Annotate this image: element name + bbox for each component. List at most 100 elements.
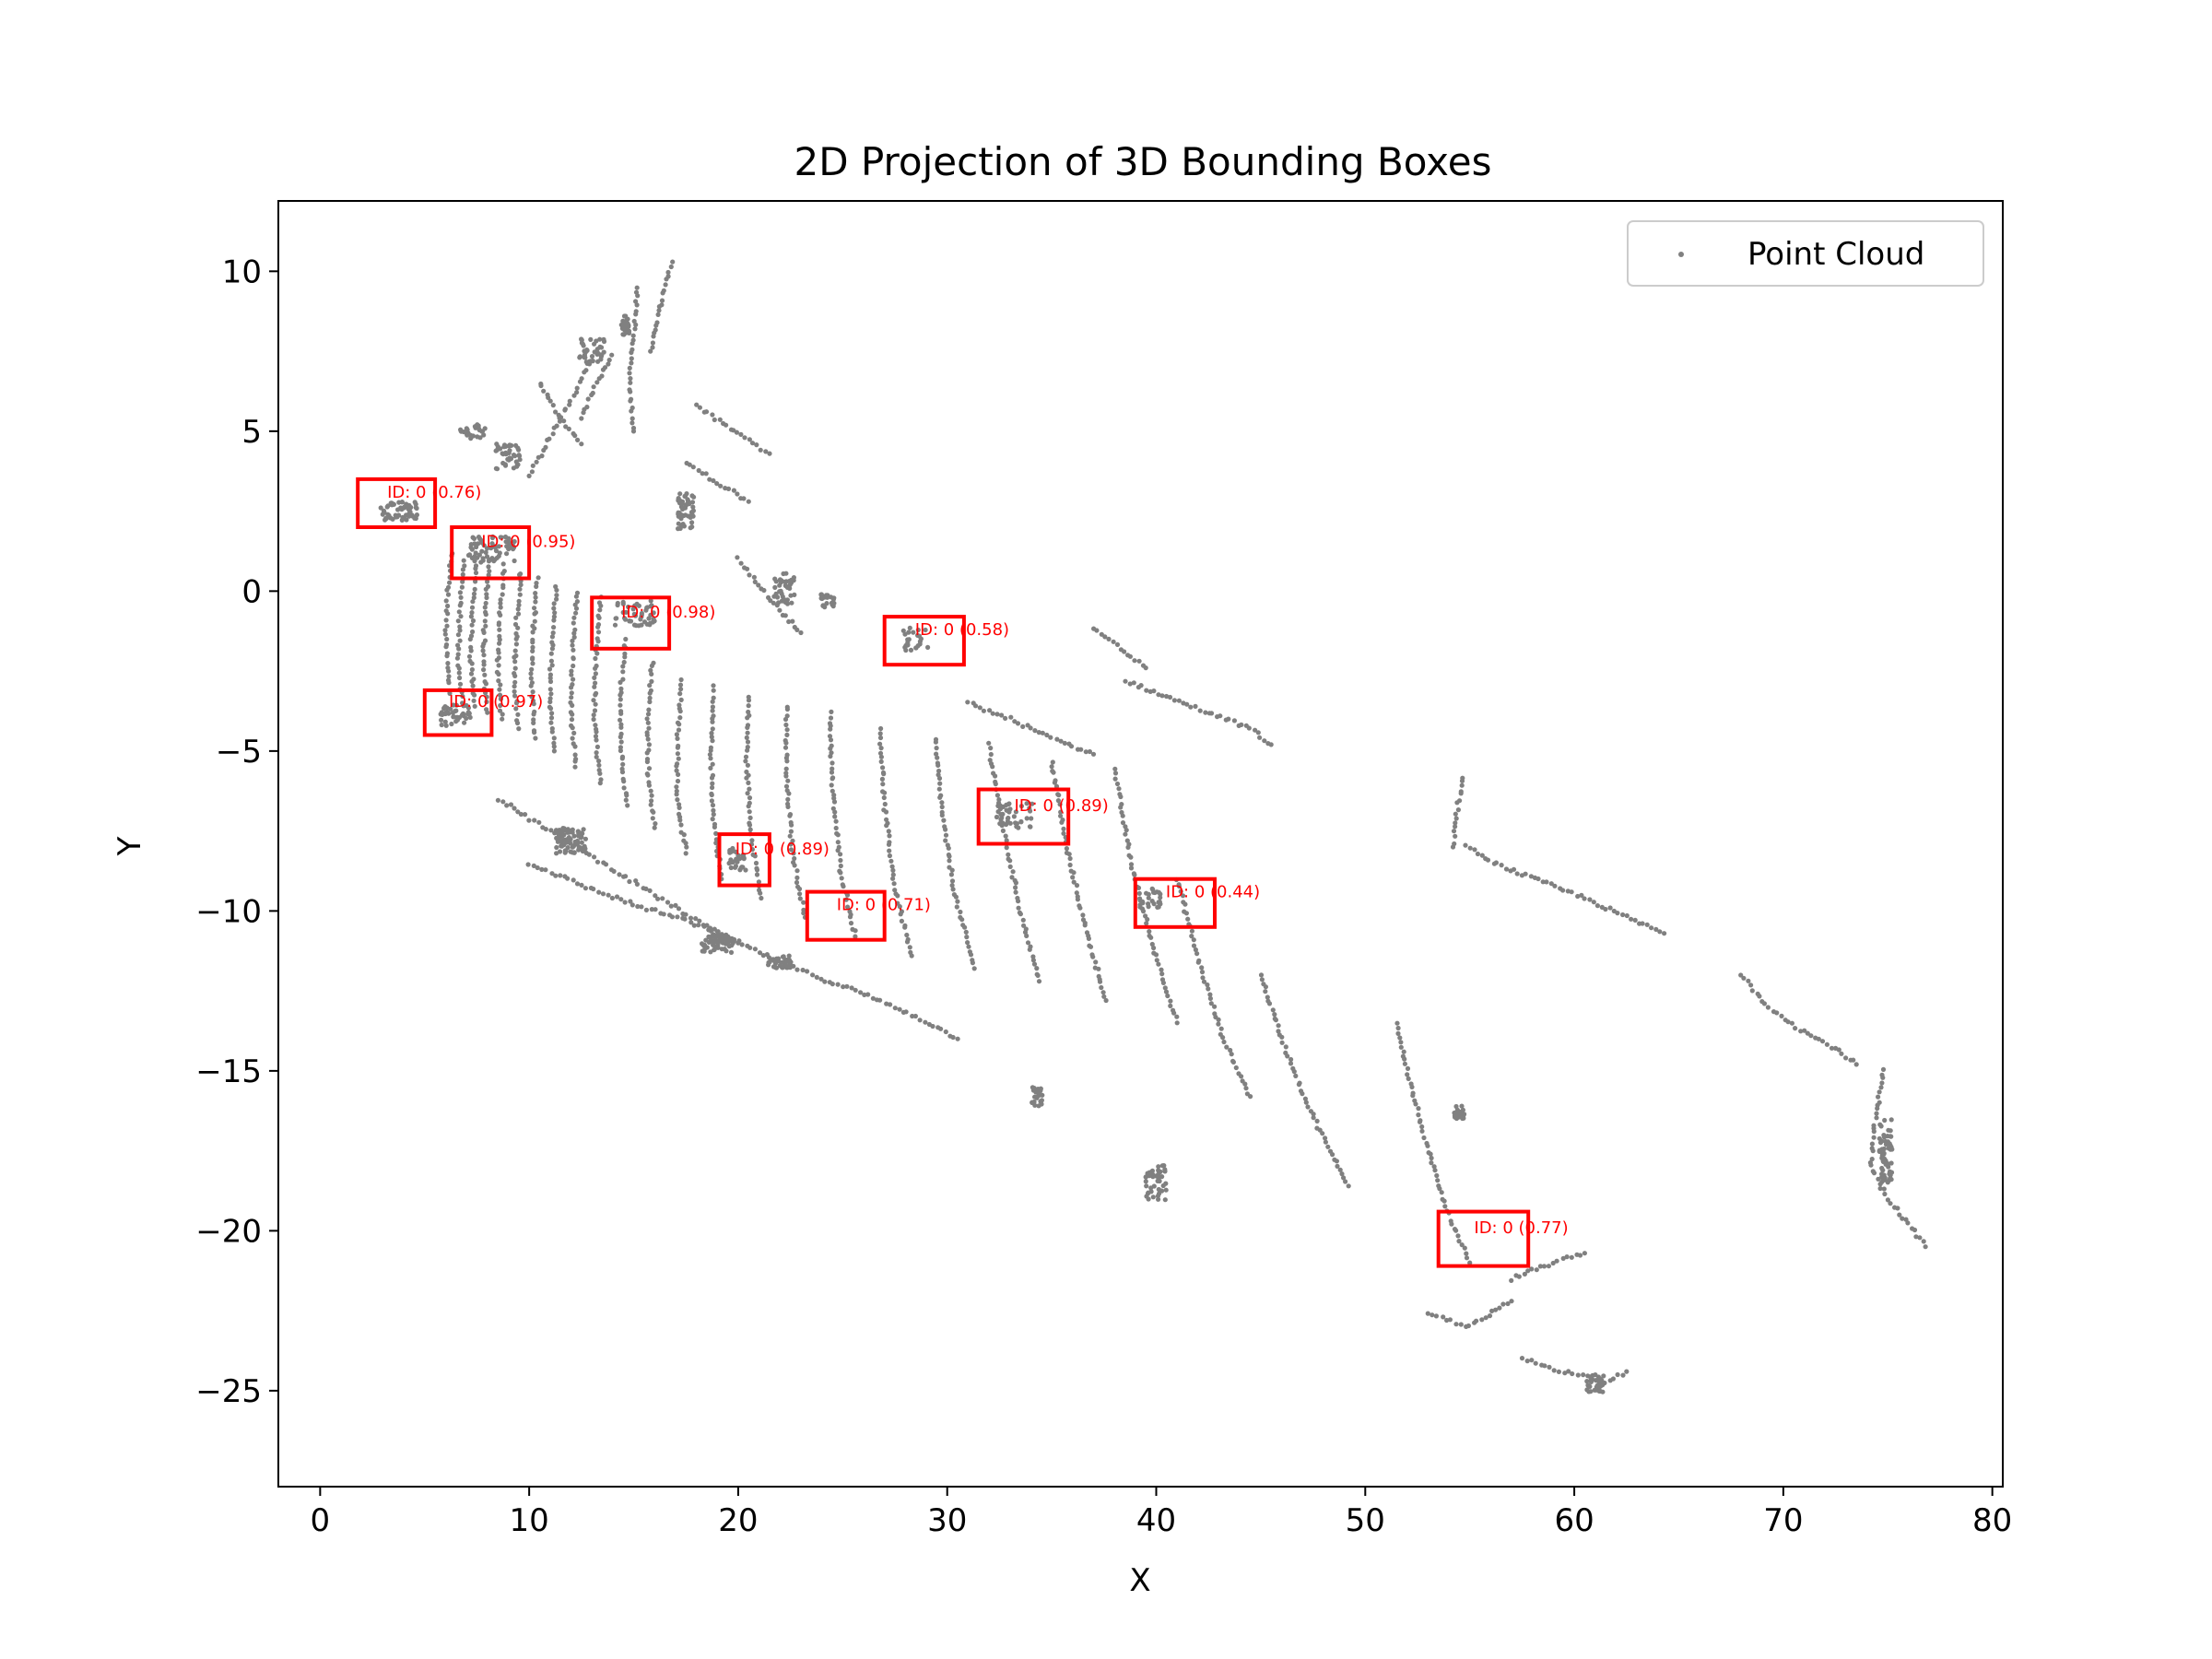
- point-cloud-point: [634, 285, 640, 290]
- point-cloud-point: [701, 948, 707, 954]
- point-cloud-point: [470, 618, 477, 624]
- point-cloud-point: [1869, 1157, 1875, 1162]
- point-cloud-point: [741, 853, 747, 858]
- point-cloud-point: [571, 615, 577, 620]
- point-cloud-point: [1082, 923, 1088, 928]
- point-cloud-point: [496, 622, 501, 628]
- point-cloud-point: [718, 483, 724, 488]
- point-cloud-point: [513, 700, 520, 706]
- point-cloud-point: [841, 884, 846, 889]
- point-cloud-point: [829, 709, 834, 715]
- point-cloud-point: [508, 802, 514, 807]
- point-cloud-point: [546, 394, 551, 400]
- point-cloud-point: [547, 676, 553, 681]
- point-cloud-point: [572, 759, 578, 764]
- point-cloud-point: [709, 792, 714, 798]
- point-cloud-point: [763, 449, 769, 454]
- point-cloud-point: [1447, 1317, 1453, 1323]
- point-cloud-point: [458, 614, 464, 619]
- point-cloud-point: [1178, 888, 1183, 894]
- point-cloud-point: [468, 614, 474, 619]
- point-cloud-point: [594, 859, 601, 865]
- point-cloud-point: [1881, 1151, 1887, 1157]
- point-cloud-point: [646, 707, 652, 712]
- point-cloud-point: [822, 979, 828, 984]
- point-cloud-point: [531, 863, 536, 869]
- x-tick-label: 20: [718, 1502, 758, 1539]
- point-cloud-point: [531, 712, 536, 717]
- point-cloud-point: [711, 812, 716, 818]
- point-cloud-point: [530, 640, 535, 645]
- point-cloud-point: [753, 860, 759, 866]
- point-cloud-point: [660, 290, 665, 296]
- point-cloud-point: [512, 654, 517, 660]
- point-cloud-point: [884, 1001, 889, 1006]
- point-cloud-point: [598, 603, 604, 608]
- point-cloud-point: [887, 833, 892, 839]
- point-cloud-point: [881, 794, 887, 801]
- point-cloud-point: [647, 683, 653, 688]
- point-cloud-point: [594, 750, 599, 756]
- point-cloud-point: [972, 703, 979, 709]
- point-cloud-point: [1880, 1075, 1886, 1080]
- point-cloud-point: [1031, 961, 1038, 967]
- point-cloud-point: [915, 627, 921, 633]
- point-cloud-point: [1147, 1170, 1152, 1175]
- point-cloud-point: [675, 745, 681, 750]
- point-cloud-point: [573, 606, 580, 611]
- point-cloud-point: [1144, 890, 1149, 896]
- point-cloud-point: [1057, 802, 1063, 807]
- point-cloud-point: [630, 429, 637, 434]
- point-cloud-point: [1230, 1059, 1236, 1065]
- point-cloud-point: [1394, 1020, 1400, 1026]
- point-cloud-point: [778, 580, 783, 585]
- point-cloud-point: [735, 555, 740, 560]
- point-cloud-point: [1028, 725, 1033, 731]
- point-cloud-point: [1535, 876, 1541, 882]
- point-cloud-point: [1112, 766, 1118, 771]
- point-cloud-point: [743, 754, 749, 759]
- point-cloud-point: [782, 745, 789, 750]
- point-cloud-point: [483, 600, 488, 606]
- point-cloud-point: [579, 416, 584, 421]
- point-cloud-point: [794, 967, 800, 972]
- bounding-box-label: ID: 0 (0.76): [387, 483, 481, 502]
- point-cloud-point: [497, 687, 502, 692]
- point-cloud-point: [547, 699, 553, 705]
- point-cloud-point: [489, 541, 495, 547]
- point-cloud-point: [565, 876, 571, 881]
- point-cloud-point: [675, 778, 681, 784]
- point-cloud-point: [649, 671, 654, 677]
- point-cloud-point: [1587, 1383, 1593, 1389]
- point-cloud-point: [627, 878, 632, 885]
- point-cloud-point: [1080, 912, 1086, 918]
- point-cloud-point: [1398, 1040, 1404, 1045]
- point-cloud-point: [623, 636, 629, 642]
- point-cloud-point: [1921, 1239, 1926, 1244]
- point-cloud-point: [570, 638, 575, 644]
- point-cloud-point: [889, 864, 895, 869]
- point-cloud-point: [460, 579, 465, 584]
- point-cloud-point: [645, 712, 652, 717]
- point-cloud-point: [1203, 710, 1208, 715]
- point-cloud-point: [507, 448, 512, 453]
- point-cloud-point: [648, 667, 653, 674]
- point-cloud-point: [456, 665, 462, 671]
- point-cloud-point: [703, 471, 709, 477]
- point-cloud-point: [1160, 980, 1166, 985]
- point-cloud-point: [831, 795, 837, 801]
- point-cloud-point: [460, 693, 465, 700]
- point-cloud-point: [1522, 1271, 1527, 1277]
- point-cloud-point: [898, 912, 903, 917]
- point-cloud-point: [1102, 634, 1108, 640]
- point-cloud-point: [1075, 897, 1080, 902]
- point-cloud-point: [1106, 636, 1112, 642]
- point-cloud-point: [1886, 1127, 1891, 1133]
- point-cloud-point: [1879, 1179, 1885, 1184]
- point-cloud-point: [1132, 872, 1137, 877]
- point-cloud-point: [903, 647, 909, 653]
- point-cloud-point: [744, 775, 749, 781]
- point-cloud-point: [653, 893, 658, 899]
- point-cloud-point: [1487, 1313, 1493, 1319]
